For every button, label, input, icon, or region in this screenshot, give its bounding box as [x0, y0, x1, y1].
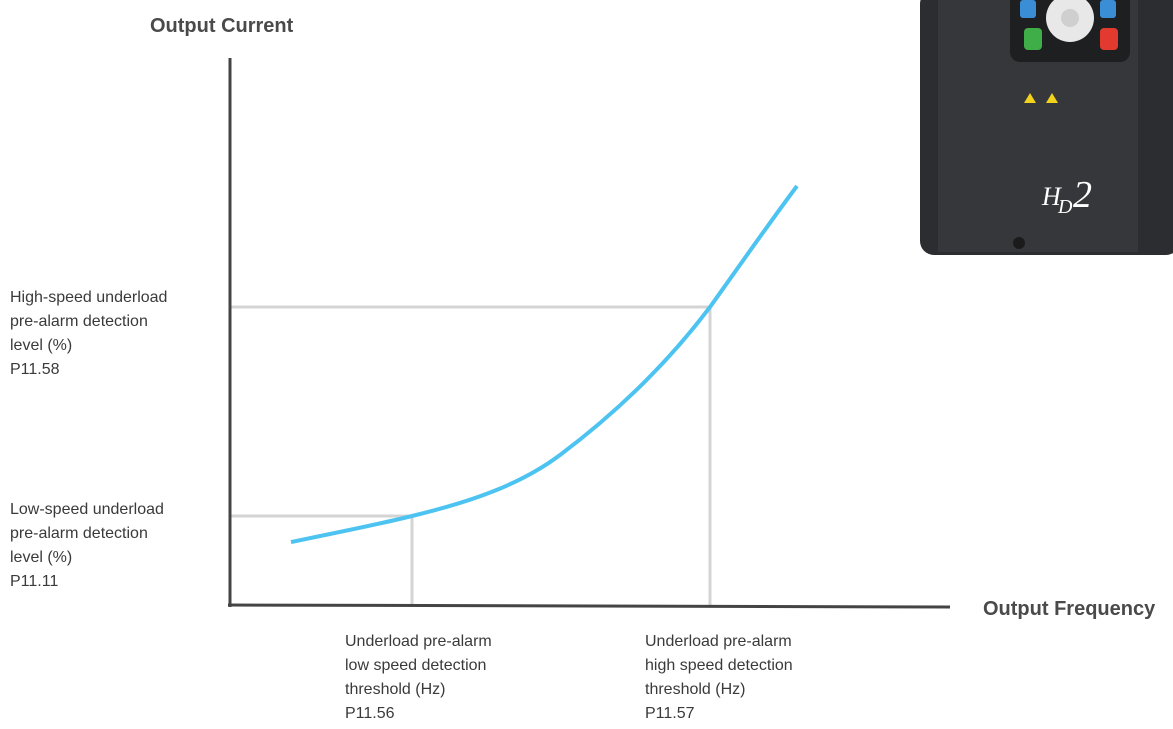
- guide-lines: [230, 305, 712, 605]
- stop-button: [1100, 28, 1118, 50]
- warning-icon: [1024, 93, 1036, 103]
- logo-d: D: [1057, 196, 1073, 218]
- high-level-label-line: pre-alarm detection: [10, 313, 148, 330]
- high-threshold-label-line: high speed detection: [645, 657, 793, 674]
- warning-icon: [1046, 93, 1058, 103]
- low-threshold-label-line: Underload pre-alarm: [345, 633, 492, 650]
- low-threshold-label-line: P11.56: [345, 705, 395, 722]
- low-level-label-line: pre-alarm detection: [10, 525, 148, 542]
- logo-number: 2: [1073, 174, 1092, 216]
- screw-hole: [1013, 237, 1025, 249]
- labels: High-speed underload pre-alarm detection l…: [10, 289, 793, 722]
- high-threshold-label-line: Underload pre-alarm: [645, 633, 792, 650]
- run-button: [1024, 28, 1042, 50]
- high-level-label-line: High-speed underload: [10, 289, 167, 306]
- x-axis: [227, 603, 951, 609]
- low-level-label-line: level (%): [10, 549, 72, 566]
- device: H D 2: [920, 0, 1173, 255]
- ok-button: [1061, 9, 1079, 27]
- current-curve: [290, 184, 799, 544]
- low-level-label-line: P11.11: [10, 573, 58, 590]
- low-level-label-line: Low-speed underload: [10, 501, 164, 518]
- enter-button: [1100, 0, 1116, 18]
- y-axis-title: Output Current: [150, 15, 294, 37]
- high-level-label-line: level (%): [10, 337, 72, 354]
- high-level-label-line: P11.58: [10, 361, 60, 378]
- x-axis-title: Output Frequency: [983, 598, 1156, 620]
- high-threshold-label-line: P11.57: [645, 705, 695, 722]
- logo-h: H: [1041, 182, 1062, 211]
- quick-button: [1020, 0, 1036, 18]
- high-threshold-label-line: threshold (Hz): [645, 681, 745, 698]
- low-threshold-label-line: low speed detection: [345, 657, 486, 674]
- low-threshold-label-line: threshold (Hz): [345, 681, 445, 698]
